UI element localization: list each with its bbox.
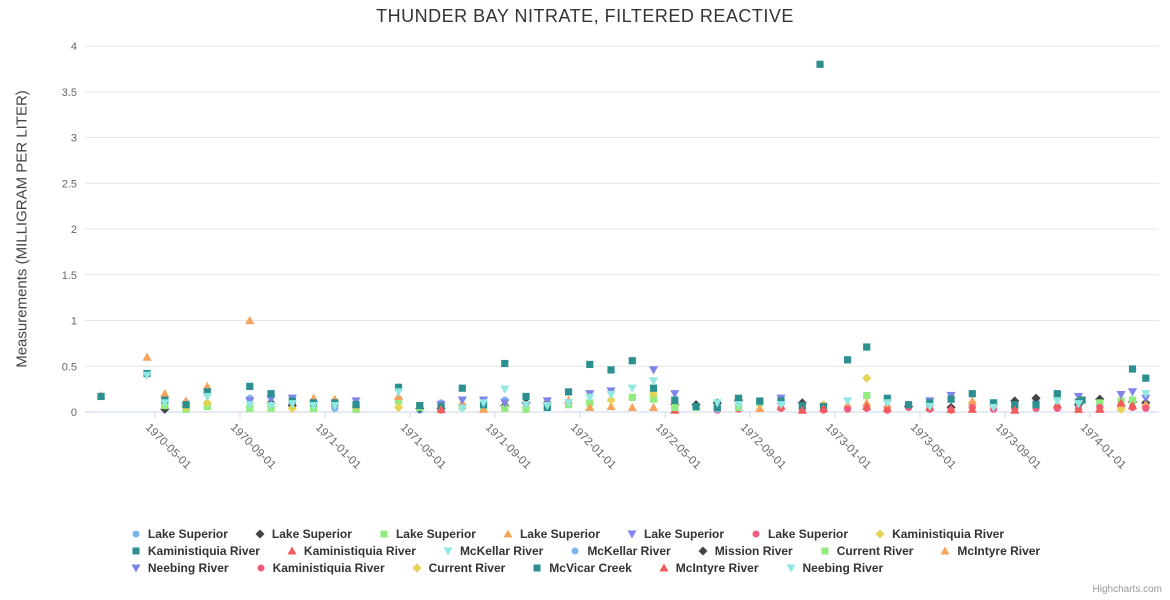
triangle-down-marker-icon — [786, 564, 795, 573]
legend-item-4-lake-superior[interactable]: Lake Superior — [502, 527, 600, 541]
svg-text:1972-01-01: 1972-01-01 — [568, 422, 618, 472]
svg-text:1972-09-01: 1972-09-01 — [738, 422, 788, 472]
legend-label: McKellar River — [459, 544, 544, 558]
legend-label: Kaministiquia River — [147, 544, 260, 558]
legend-item-13-current-river[interactable]: Current River — [819, 544, 914, 558]
circle-marker-icon — [132, 530, 140, 538]
legend-item-6-lake-superior[interactable]: Lake Superior — [750, 527, 848, 541]
svg-text:1971-09-01: 1971-09-01 — [483, 422, 533, 472]
legend-label: Kaministiquia River — [892, 527, 1005, 541]
legend-item-20-neebing-river[interactable]: Neebing River — [785, 561, 884, 575]
legend-label: Kaministiquia River — [272, 561, 385, 575]
triangle-down-marker-icon — [627, 530, 637, 539]
legend-item-18-mcvicar-creek[interactable]: McVicar Creek — [531, 561, 632, 575]
legend-item-1-lake-superior[interactable]: Lake Superior — [130, 527, 228, 541]
legend-label: Kaministiquia River — [303, 544, 416, 558]
legend-label: Lake Superior — [147, 527, 228, 541]
legend-item-14-mcintyre-river[interactable]: McIntyre River — [939, 544, 1040, 558]
legend-label: Current River — [836, 544, 914, 558]
legend-item-2-lake-superior[interactable]: Lake Superior — [254, 527, 352, 541]
svg-text:2.5: 2.5 — [62, 178, 77, 190]
circle-marker-icon — [752, 530, 760, 538]
svg-text:1.5: 1.5 — [62, 270, 77, 282]
legend-item-10-mckellar-river[interactable]: McKellar River — [442, 544, 543, 558]
svg-text:1974-01-01: 1974-01-01 — [1078, 422, 1128, 472]
svg-text:3: 3 — [71, 133, 77, 145]
svg-text:1971-05-01: 1971-05-01 — [398, 422, 448, 472]
diamond-marker-icon — [698, 546, 708, 556]
diamond-marker-icon — [875, 529, 885, 539]
svg-text:1970-05-01: 1970-05-01 — [143, 422, 193, 472]
svg-text:1: 1 — [71, 316, 77, 328]
svg-text:2: 2 — [71, 224, 77, 236]
legend-label: Current River — [428, 561, 506, 575]
legend-item-17-current-river[interactable]: Current River — [411, 561, 506, 575]
legend-row: Neebing River Kaministiquia River Current … — [130, 561, 883, 575]
svg-text:1972-05-01: 1972-05-01 — [653, 422, 703, 472]
svg-text:0: 0 — [71, 407, 77, 419]
legend-item-9-kaministiquia-river[interactable]: Kaministiquia River — [286, 544, 416, 558]
legend-label: McIntyre River — [957, 544, 1041, 558]
diamond-marker-icon — [255, 529, 265, 539]
legend-item-15-neebing-river[interactable]: Neebing River — [130, 561, 229, 575]
circle-marker-icon — [571, 547, 579, 555]
legend-label: Neebing River — [147, 561, 229, 575]
legend-label: Neebing River — [802, 561, 884, 575]
legend-item-11-mckellar-river[interactable]: McKellar River — [569, 544, 671, 558]
legend-label: McKellar River — [587, 544, 671, 558]
svg-text:0.5: 0.5 — [62, 361, 77, 373]
circle-marker-icon — [257, 564, 265, 572]
svg-text:1971-01-01: 1971-01-01 — [313, 422, 363, 472]
legend-item-19-mcintyre-river[interactable]: McIntyre River — [658, 561, 759, 575]
square-marker-icon — [380, 530, 388, 538]
triangle-marker-icon — [287, 546, 297, 555]
triangle-marker-icon — [503, 529, 513, 538]
legend-label: Lake Superior — [519, 527, 600, 541]
svg-text:1973-09-01: 1973-09-01 — [993, 422, 1043, 472]
highcharts-credit[interactable]: Highcharts.com — [1092, 584, 1162, 595]
legend-row: Kaministiquia River Kaministiquia River Mc… — [130, 544, 1040, 558]
chart-title: THUNDER BAY NITRATE, FILTERED REACTIVE — [376, 6, 794, 26]
square-marker-icon — [821, 547, 829, 555]
legend-label: Lake Superior — [271, 527, 352, 541]
square-marker-icon — [132, 547, 140, 555]
diamond-marker-icon — [412, 563, 422, 573]
svg-text:4: 4 — [71, 41, 77, 53]
svg-text:1973-01-01: 1973-01-01 — [823, 422, 873, 472]
legend: Lake Superior Lake Superior Lake Superior L… — [0, 527, 1170, 575]
legend-item-16-kaministiquia-river[interactable]: Kaministiquia River — [255, 561, 385, 575]
legend-label: Lake Superior — [768, 527, 849, 541]
legend-label: Lake Superior — [395, 527, 476, 541]
triangle-down-marker-icon — [131, 564, 141, 573]
legend-item-7-kaministiquia-river[interactable]: Kaministiquia River — [874, 527, 1004, 541]
legend-item-5-lake-superior[interactable]: Lake Superior — [626, 527, 724, 541]
legend-label: McVicar Creek — [549, 561, 632, 575]
legend-label: Lake Superior — [644, 527, 725, 541]
legend-label: McIntyre River — [675, 561, 759, 575]
legend-item-3-lake-superior[interactable]: Lake Superior — [378, 527, 476, 541]
legend-row: Lake Superior Lake Superior Lake Superior L… — [130, 527, 1004, 541]
svg-text:1970-09-01: 1970-09-01 — [228, 422, 278, 472]
legend-label: Mission River — [714, 544, 793, 558]
triangle-marker-icon — [659, 563, 669, 572]
triangle-marker-icon — [940, 546, 950, 555]
square-marker-icon — [533, 564, 541, 572]
svg-text:3.5: 3.5 — [62, 87, 77, 99]
legend-item-12-mission-river[interactable]: Mission River — [697, 544, 793, 558]
legend-item-8-kaministiquia-river[interactable]: Kaministiquia River — [130, 544, 260, 558]
svg-text:1973-05-01: 1973-05-01 — [908, 422, 958, 472]
triangle-down-marker-icon — [443, 547, 453, 556]
plot-area: 0 0.5 1 1.5 2 2.5 3 3.5 4 1970-05-01 1970-09-01 197… — [62, 41, 1159, 472]
